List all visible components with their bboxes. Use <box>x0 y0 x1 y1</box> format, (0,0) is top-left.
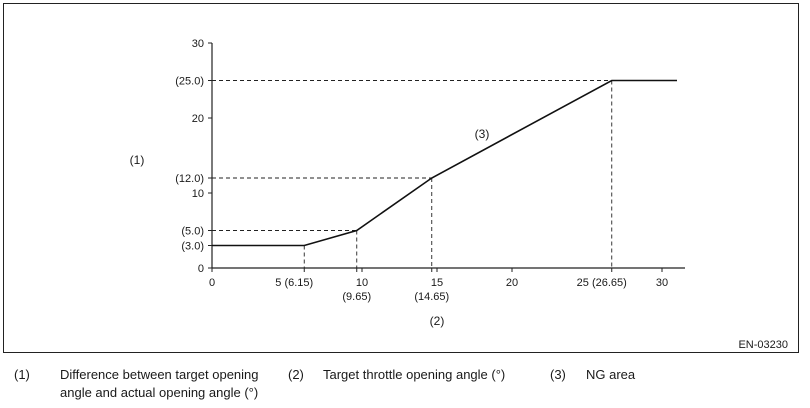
legend-3-number: (3) <box>550 367 566 382</box>
x-ref-label-3: 25 (26.65) <box>577 277 627 289</box>
legend-2-text: Target throttle opening angle (°) <box>323 367 506 382</box>
y-axis-label: (1) <box>130 153 145 167</box>
figure-id: EN-03230 <box>738 339 788 351</box>
legend-1-text-line1: Difference between target opening <box>60 367 259 382</box>
x-tick-label-0: 0 <box>209 277 215 289</box>
ng-area-label: (3) <box>475 127 490 141</box>
legend-3-text: NG area <box>586 367 636 382</box>
y-ref-label-0: (3.0) <box>181 241 204 253</box>
x-tick-label-3: 20 <box>506 277 518 289</box>
y-tick-label-0: 0 <box>198 263 204 275</box>
x-ref-label-0: 5 (6.15) <box>275 277 313 289</box>
legend-1-number: (1) <box>14 367 30 382</box>
x-ref-label-1: (9.65) <box>342 291 371 303</box>
legend-1-text-line2: angle and actual opening angle (°) <box>60 385 259 400</box>
x-ref-label-2: (14.65) <box>414 291 449 303</box>
x-axis-label: (2) <box>430 314 445 328</box>
y-ref-label-1: (5.0) <box>181 226 204 238</box>
x-tick-label-4: 30 <box>656 277 668 289</box>
y-tick-label-1: 10 <box>192 188 204 200</box>
y-tick-label-3: 30 <box>192 38 204 50</box>
x-tick-label-1: 10 <box>356 277 368 289</box>
legend-2-number: (2) <box>288 367 304 382</box>
y-ref-label-3: (25.0) <box>175 76 204 88</box>
line-chart: 0 10 20 30 (3.0) (5.0) (12.0) (25.0) 0 10 15 20 30 5 … <box>130 38 685 328</box>
y-ref-label-2: (12.0) <box>175 173 204 185</box>
series-line <box>212 79 677 247</box>
y-tick-label-2: 20 <box>192 113 204 125</box>
x-tick-label-2: 15 <box>431 277 443 289</box>
figure-frame: 0 10 20 30 (3.0) (5.0) (12.0) (25.0) 0 10 15 20 30 5 … <box>3 3 799 353</box>
